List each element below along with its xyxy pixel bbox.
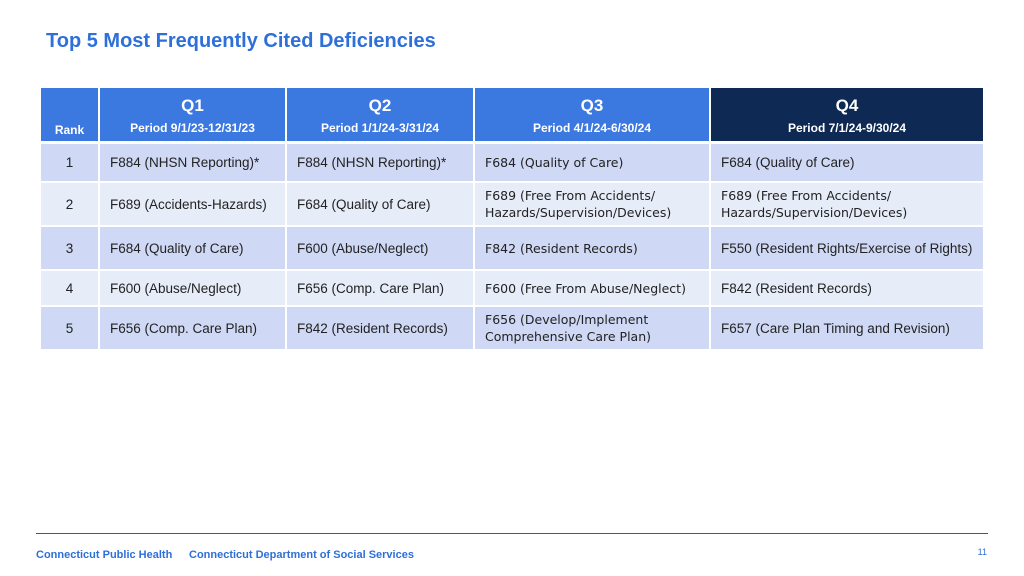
header-q2-label: Q2 [368, 95, 392, 115]
table-row: 3 F684 (Quality of Care) F600 (Abuse/Neg… [41, 227, 983, 271]
header-q3: Q3 Period 4/1/24-6/30/24 [475, 88, 711, 141]
rank-cell: 3 [41, 227, 100, 271]
q1-cell: F656 (Comp. Care Plan) [100, 307, 287, 351]
header-q1-label: Q1 [181, 95, 204, 115]
header-q4: Q4 Period 7/1/24-9/30/24 [711, 88, 983, 141]
q4-cell: F550 (Resident Rights/Exercise of Rights… [711, 227, 983, 271]
q3-cell: F600 (Free From Abuse/Neglect) [475, 271, 711, 307]
table-header-row: Rank Q1 Period 9/1/23-12/31/23 Q2 Period… [41, 88, 983, 141]
q4-cell: F689 (Free From Accidents/ Hazards/Super… [711, 183, 983, 227]
q3-cell: F684 (Quality of Care) [475, 144, 711, 183]
header-q1: Q1 Period 9/1/23-12/31/23 [100, 88, 287, 141]
header-rank: Rank [41, 88, 100, 141]
q2-cell: F600 (Abuse/Neglect) [287, 227, 475, 271]
footer-org-social-services: Connecticut Department of Social Service… [189, 549, 414, 561]
header-q1-period: Period 9/1/23-12/31/23 [130, 120, 255, 135]
q2-cell: F656 (Comp. Care Plan) [287, 271, 475, 307]
q3-cell: F689 (Free From Accidents/ Hazards/Super… [475, 183, 711, 227]
footer-divider [36, 533, 988, 534]
q3-cell: F842 (Resident Records) [475, 227, 711, 271]
table-row: 4 F600 (Abuse/Neglect) F656 (Comp. Care … [41, 271, 983, 307]
q3-cell: F656 (Develop/Implement Comprehensive Ca… [475, 307, 711, 351]
q4-cell: F657 (Care Plan Timing and Revision) [711, 307, 983, 351]
q2-cell: F684 (Quality of Care) [287, 183, 475, 227]
q1-cell: F684 (Quality of Care) [100, 227, 287, 271]
table-row: 1 F884 (NHSN Reporting)* F884 (NHSN Repo… [41, 144, 983, 183]
table-row: 2 F689 (Accidents-Hazards) F684 (Quality… [41, 183, 983, 227]
q1-cell: F689 (Accidents-Hazards) [100, 183, 287, 227]
footer-org-public-health: Connecticut Public Health [36, 549, 173, 561]
q4-cell: F684 (Quality of Care) [711, 144, 983, 183]
rank-cell: 1 [41, 144, 100, 183]
q1-cell: F884 (NHSN Reporting)* [100, 144, 287, 183]
header-q4-label: Q4 [835, 95, 859, 115]
q4-cell: F842 (Resident Records) [711, 271, 983, 307]
q2-cell: F884 (NHSN Reporting)* [287, 144, 475, 183]
page-title: Top 5 Most Frequently Cited Deficiencies [46, 30, 436, 52]
rank-cell: 5 [41, 307, 100, 351]
rank-cell: 4 [41, 271, 100, 307]
header-q4-period: Period 7/1/24-9/30/24 [787, 120, 907, 135]
table-row: 5 F656 (Comp. Care Plan) F842 (Resident … [41, 307, 983, 351]
header-q2-period: Period 1/1/24-3/31/24 [320, 120, 440, 135]
deficiencies-table: Rank Q1 Period 9/1/23-12/31/23 Q2 Period… [41, 88, 983, 351]
q2-cell: F842 (Resident Records) [287, 307, 475, 351]
header-q2: Q2 Period 1/1/24-3/31/24 [287, 88, 475, 141]
page-number: 11 [977, 547, 987, 557]
header-q3-period: Period 4/1/24-6/30/24 [532, 120, 652, 135]
header-q3-label: Q3 [580, 95, 604, 115]
rank-cell: 2 [41, 183, 100, 227]
q1-cell: F600 (Abuse/Neglect) [100, 271, 287, 307]
